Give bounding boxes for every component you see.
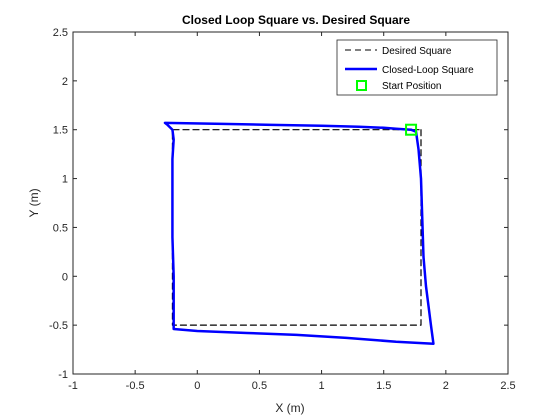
y-tick-label: 1 bbox=[62, 174, 68, 186]
legend-label-start: Start Position bbox=[382, 81, 441, 92]
chart-title: Closed Loop Square vs. Desired Square bbox=[182, 13, 410, 27]
x-tick-label: 0 bbox=[194, 380, 200, 392]
x-tick-label: 0.5 bbox=[252, 380, 267, 392]
x-tick-label: 1.5 bbox=[376, 380, 391, 392]
x-axis-label: X (m) bbox=[275, 401, 304, 415]
legend-label-closed-loop: Closed-Loop Square bbox=[382, 65, 474, 76]
series-layer bbox=[163, 121, 435, 345]
x-tick-label: -0.5 bbox=[126, 380, 145, 392]
legend-label-desired: Desired Square bbox=[382, 46, 452, 57]
start-position-marker bbox=[405, 123, 418, 136]
y-axis-ticks: -1 -0.5 0 0.5 1 1.5 2 2.5 bbox=[49, 27, 508, 381]
x-axis-ticks: -1 -0.5 0 0.5 1 1.5 2 2.5 bbox=[68, 32, 516, 392]
y-tick-label: -1 bbox=[58, 369, 68, 381]
x-tick-label: 2 bbox=[443, 380, 449, 392]
legend: Desired Square Closed-Loop Square Start … bbox=[336, 39, 498, 96]
legend-box bbox=[336, 39, 498, 96]
y-tick-label: 0.5 bbox=[53, 222, 68, 234]
y-tick-label: 1.5 bbox=[53, 125, 68, 137]
y-tick-label: 0 bbox=[62, 271, 68, 283]
x-tick-label: 2.5 bbox=[500, 380, 515, 392]
y-tick-label: 2.5 bbox=[53, 27, 68, 39]
y-tick-label: -0.5 bbox=[49, 320, 68, 332]
legend-swatch-start bbox=[356, 80, 367, 91]
y-axis-label: Y (m) bbox=[27, 188, 41, 217]
x-tick-label: 1 bbox=[319, 380, 325, 392]
y-tick-label: 2 bbox=[62, 76, 68, 88]
closed-loop-square-line bbox=[163, 121, 435, 345]
x-tick-label: -1 bbox=[68, 380, 78, 392]
